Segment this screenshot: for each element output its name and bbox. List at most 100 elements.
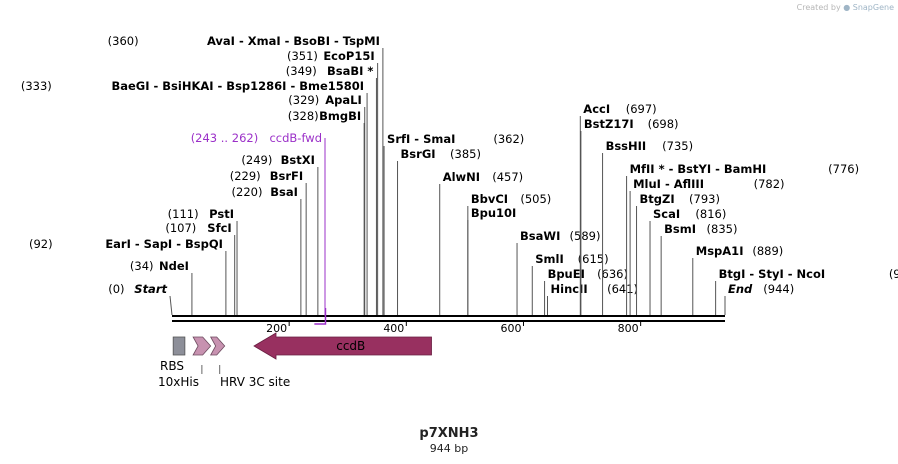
site-smli: SmlI (615) xyxy=(531,252,609,315)
site-label: BpuEI xyxy=(548,267,585,281)
site-bsmi: BsmI (835) xyxy=(660,222,738,315)
site-position: (735) xyxy=(662,139,693,153)
site-position: (328) xyxy=(288,109,319,123)
feature-hrv-3c-site xyxy=(209,336,226,356)
feature-label: ccdB xyxy=(336,339,365,353)
site-label: BsrGI xyxy=(401,147,436,161)
site-label: End xyxy=(728,282,753,296)
axis-tick-label: 200 xyxy=(266,322,287,335)
site-ecop15i: EcoP15I (351) xyxy=(287,49,379,315)
site-bsrgi: BsrGI (385) xyxy=(397,147,481,315)
site-alwni: AlwNI (457) xyxy=(439,170,523,315)
site-position: (589) xyxy=(570,229,601,243)
site-bpu10i: Bpu10I xyxy=(467,206,516,315)
site-label: BtgZI xyxy=(640,192,675,206)
site-position: (329) xyxy=(288,93,319,107)
site-position: (349) xyxy=(286,64,317,78)
site-label: MspA1I xyxy=(696,244,744,258)
site-position: (107) xyxy=(165,221,196,235)
site-position: (220) xyxy=(232,185,263,199)
site-position: (697) xyxy=(626,102,657,116)
site-position: (243 .. 262) xyxy=(191,131,259,145)
feature-label-rbs: RBS xyxy=(160,359,184,373)
site-position: (34) xyxy=(130,259,154,273)
site-position: (698) xyxy=(648,117,679,131)
site-label: BmgBI xyxy=(319,109,361,123)
feature-rbs xyxy=(172,336,186,356)
site-position: (249) xyxy=(241,153,272,167)
snapgene-logo-icon: ● xyxy=(843,3,851,12)
site-position: (615) xyxy=(578,252,609,266)
site-avai: AvaI - XmaI - BsoBI - TspMI (360) xyxy=(108,34,384,315)
plasmid-name: p7XNH3 xyxy=(419,426,479,441)
site-psti: PstI (111) xyxy=(168,207,238,315)
site-bstz17i: BstZ17I (698) xyxy=(580,117,679,315)
site-bsrfi: BsrFI (229) xyxy=(230,169,307,315)
site-mfii: MfII * - BstYI - BamHI (776) xyxy=(626,162,859,315)
site-position: (889) xyxy=(752,244,783,258)
site-ndei: NdeI (34) xyxy=(130,259,193,315)
feature-box xyxy=(172,336,186,356)
site-label: SfcI xyxy=(207,221,231,235)
site-label: BsmI xyxy=(664,222,696,236)
site-bstxi: BstXI (249) xyxy=(241,153,319,315)
site-bsai: BsaI (220) xyxy=(232,185,302,315)
feature-labels: RBS 10xHis HRV 3C site xyxy=(158,359,290,389)
axis-tick-label: 800 xyxy=(618,322,639,335)
site-bmgbi: BmgBI(328) xyxy=(288,109,365,315)
site-position: (111) xyxy=(168,207,199,221)
site-label: BbvCI xyxy=(471,192,508,206)
axis-tick-label: 600 xyxy=(500,322,521,335)
site-bsawi: BsaWI (589) xyxy=(516,229,601,315)
site-btgi: BtgI - StyI - NcoI (928) xyxy=(715,267,898,315)
feature-ccdb: ccdB xyxy=(253,332,432,360)
site-position: (835) xyxy=(707,222,738,236)
site-label: BtgI - StyI - NcoI xyxy=(719,267,826,281)
feature-arrow xyxy=(192,336,212,356)
site-baegi: BaeGI - BsiHKAI - Bsp1286I - Bme1580I (33… xyxy=(21,79,368,315)
site-position: (385) xyxy=(450,147,481,161)
site-label: MfII * - BstYI - BamHI xyxy=(630,162,767,176)
site-position: (505) xyxy=(520,192,551,206)
credit-brand: SnapGene xyxy=(852,3,894,12)
site-label: BsaWI xyxy=(520,229,560,243)
site-label: BssHII xyxy=(606,139,647,153)
site-bsshii: BssHII (735) xyxy=(602,139,693,315)
site-label: EcoP15I xyxy=(323,49,374,63)
site-label: ApaLI xyxy=(325,93,362,107)
site-scai: ScaI (816) xyxy=(649,207,726,315)
site-label: BsaI xyxy=(270,185,298,199)
site-label: ccdB-fwd xyxy=(269,131,322,145)
primer-ccdb-fwd-bracket xyxy=(314,308,327,325)
site-position: (782) xyxy=(754,177,785,191)
feature-arrow xyxy=(253,332,432,360)
plasmid-length: 944 bp xyxy=(429,442,469,455)
site-mspa1i: MspA1I (889) xyxy=(692,244,783,315)
site-ccdbfwd: ccdB-fwd (243 .. 262) xyxy=(191,131,326,316)
site-label: NdeI xyxy=(159,259,189,273)
site-srfi: SrfI - SmaI (362) xyxy=(383,132,524,315)
site-label: BstZ17I xyxy=(584,117,634,131)
site-label: SmlI xyxy=(535,252,564,266)
site-position: (641) xyxy=(607,282,638,296)
site-position: (92) xyxy=(29,237,53,251)
site-position: (0) xyxy=(108,282,124,296)
site-position: (362) xyxy=(493,132,524,146)
site-label: PstI xyxy=(209,207,234,221)
site-position: (229) xyxy=(230,169,261,183)
site-label: ScaI xyxy=(653,207,680,221)
site-start: Start (0) xyxy=(108,282,173,316)
site-position: (360) xyxy=(108,34,139,48)
site-eari: EarI - SapI - BspQI (92) xyxy=(29,237,227,315)
site-label: BstXI xyxy=(281,153,315,167)
site-position: (351) xyxy=(287,49,318,63)
site-bsabi: BsaBI * (349) xyxy=(286,64,377,315)
site-connector xyxy=(169,295,173,316)
site-label: AvaI - XmaI - BsoBI - TspMI xyxy=(207,34,380,48)
axis-tick-label: 400 xyxy=(383,322,404,335)
site-sfci: SfcI (107) xyxy=(165,221,236,315)
site-hincii: HincII (641) xyxy=(547,282,638,315)
feature-label-hrv3c: HRV 3C site xyxy=(220,375,290,389)
